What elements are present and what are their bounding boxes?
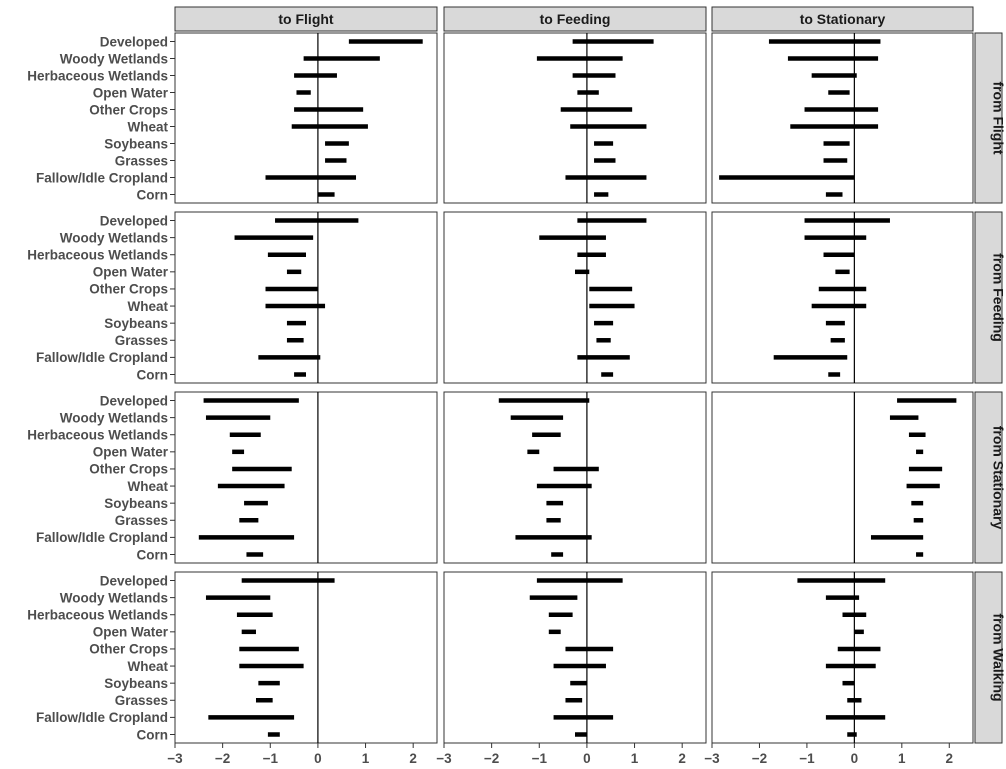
x-tick-label: 2 xyxy=(678,751,686,766)
column-strip-label: to Stationary xyxy=(800,11,886,27)
column-strip-label: to Feeding xyxy=(540,11,611,27)
panel-frame xyxy=(711,32,974,204)
category-label: Other Crops xyxy=(89,462,168,477)
x-tick-label: 2 xyxy=(409,751,417,766)
category-label: Soybeans xyxy=(104,136,168,151)
row-strip-label: from Feeding xyxy=(991,253,1006,342)
x-tick-label: 1 xyxy=(898,751,906,766)
panel-frame xyxy=(711,571,974,744)
row-strip xyxy=(974,571,1003,744)
panel-frame xyxy=(443,32,707,204)
category-label: Developed xyxy=(100,34,168,49)
x-tick-label: −1 xyxy=(799,751,815,766)
panel-frame xyxy=(711,391,974,564)
x-tick-label: −2 xyxy=(484,751,499,766)
category-label: Fallow/Idle Cropland xyxy=(36,170,168,185)
category-label: Other Crops xyxy=(89,282,168,297)
x-tick-label: 0 xyxy=(851,751,859,766)
category-label: Corn xyxy=(137,547,169,562)
x-tick-label: 2 xyxy=(946,751,954,766)
category-label: Soybeans xyxy=(104,676,168,691)
category-label: Wheat xyxy=(128,479,169,494)
x-tick-label: −1 xyxy=(263,751,279,766)
column-strip-label: to Flight xyxy=(278,11,334,27)
category-label: Woody Wetlands xyxy=(60,410,168,425)
x-tick-label: −2 xyxy=(215,751,230,766)
category-label: Wheat xyxy=(128,659,169,674)
panel-frame xyxy=(174,571,438,744)
category-label: Developed xyxy=(100,573,168,588)
x-tick-label: −3 xyxy=(436,751,452,766)
category-label: Corn xyxy=(137,187,169,202)
panel-frame xyxy=(711,211,974,384)
column-strip xyxy=(174,6,438,32)
category-label: Herbaceous Wetlands xyxy=(27,248,168,263)
x-tick-label: −3 xyxy=(167,751,183,766)
x-tick-label: 1 xyxy=(631,751,639,766)
category-label: Grasses xyxy=(115,153,168,168)
category-label: Open Water xyxy=(93,625,169,640)
row-strip-label: from Flight xyxy=(991,81,1006,154)
category-label: Herbaceous Wetlands xyxy=(27,428,168,443)
category-label: Grasses xyxy=(115,693,168,708)
category-label: Fallow/Idle Cropland xyxy=(36,710,168,725)
panel-frame xyxy=(174,391,438,564)
category-label: Woody Wetlands xyxy=(60,51,168,66)
x-tick-label: 1 xyxy=(362,751,370,766)
row-strip-label: from Walking xyxy=(991,613,1006,701)
category-label: Open Water xyxy=(93,85,169,100)
column-strip xyxy=(443,6,707,32)
panel-frame xyxy=(174,32,438,204)
category-label: Woody Wetlands xyxy=(60,590,168,605)
category-label: Open Water xyxy=(93,265,169,280)
category-label: Herbaceous Wetlands xyxy=(27,68,168,83)
row-strip xyxy=(974,391,1003,564)
category-label: Other Crops xyxy=(89,102,168,117)
category-label: Developed xyxy=(100,393,168,408)
x-tick-label: 0 xyxy=(583,751,591,766)
category-label: Other Crops xyxy=(89,642,168,657)
category-label: Fallow/Idle Cropland xyxy=(36,350,168,365)
row-strip-label: from Stationary xyxy=(991,426,1006,530)
category-label: Herbaceous Wetlands xyxy=(27,608,168,623)
panel-frame xyxy=(443,391,707,564)
category-label: Grasses xyxy=(115,333,168,348)
category-label: Soybeans xyxy=(104,496,168,511)
category-label: Grasses xyxy=(115,513,168,528)
row-strip xyxy=(974,211,1003,384)
category-label: Wheat xyxy=(128,119,169,134)
column-strip xyxy=(711,6,974,32)
category-label: Wheat xyxy=(128,299,169,314)
x-tick-label: −3 xyxy=(704,751,720,766)
category-label: Corn xyxy=(137,727,169,742)
category-label: Corn xyxy=(137,367,169,382)
category-label: Open Water xyxy=(93,445,169,460)
panel-frame xyxy=(174,211,438,384)
category-label: Woody Wetlands xyxy=(60,230,168,245)
x-tick-label: −1 xyxy=(532,751,548,766)
panel-frame xyxy=(443,571,707,744)
category-label: Fallow/Idle Cropland xyxy=(36,530,168,545)
category-label: Developed xyxy=(100,213,168,228)
x-tick-label: −2 xyxy=(752,751,767,766)
panel-frame xyxy=(443,211,707,384)
row-strip xyxy=(974,32,1003,204)
category-label: Soybeans xyxy=(104,316,168,331)
x-tick-label: 0 xyxy=(314,751,322,766)
